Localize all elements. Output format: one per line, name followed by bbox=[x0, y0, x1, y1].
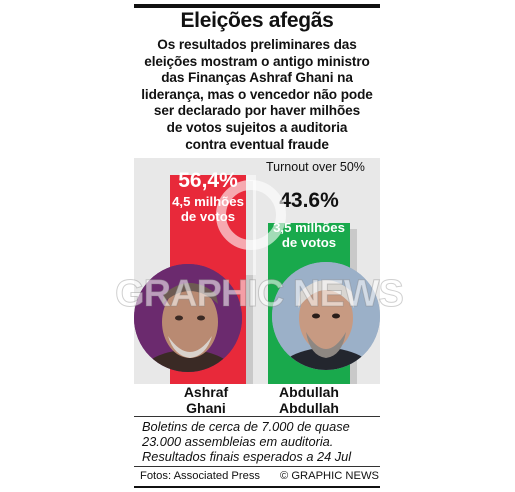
footer-rule bbox=[134, 466, 380, 467]
subtitle-line: das Finanças Ashraf Ghani na bbox=[161, 70, 353, 86]
votes-line: 3,5 milhões bbox=[273, 220, 345, 235]
subtitle-line: liderança, mas o vencedor não pode bbox=[141, 86, 373, 102]
bar-shadow-ghani bbox=[246, 181, 253, 384]
chart-title: Eleições afegãs bbox=[180, 9, 334, 32]
audit-note: Boletins de cerca de 7.000 de quase 23.0… bbox=[142, 419, 380, 464]
votes-label-abdullah: 3,5 milhões de votos bbox=[262, 220, 356, 250]
portrait-abdullah bbox=[272, 262, 380, 370]
subtitle-line: ser declarado por haver milhões bbox=[153, 103, 361, 119]
name-line: Abdullah bbox=[279, 400, 339, 416]
candidate-name-abdullah: Abdullah Abdullah bbox=[262, 384, 356, 416]
subtitle-line: contra eventual fraude bbox=[185, 136, 329, 152]
agency-credit: © GRAPHIC NEWS bbox=[280, 470, 379, 482]
chart-subtitle: Os resultados preliminares das eleições … bbox=[134, 37, 380, 153]
bottom-rule bbox=[134, 486, 380, 488]
subtitle-line: Os resultados preliminares das bbox=[157, 37, 357, 52]
note-line: 23.000 assembleias em auditoria. bbox=[142, 434, 334, 449]
pct-label-ghani: 56,4% bbox=[178, 169, 238, 192]
subtitle-line: eleições mostram o antigo ministro bbox=[144, 53, 370, 69]
name-line: Ghani bbox=[186, 400, 226, 416]
top-rule bbox=[134, 4, 380, 8]
note-line: Boletins de cerca de 7.000 de quase bbox=[142, 419, 350, 434]
note-top-rule bbox=[134, 416, 380, 417]
name-line: Abdullah bbox=[279, 384, 339, 400]
candidate-name-ghani: Ashraf Ghani bbox=[168, 384, 244, 416]
name-line: Ashraf bbox=[183, 384, 229, 400]
turnout-label: Turnout over 50% bbox=[266, 160, 365, 174]
photo-credit: Fotos: Associated Press bbox=[140, 470, 261, 482]
note-line: Resultados finais esperados a 24 Jul bbox=[142, 449, 352, 464]
watermark-logo-icon bbox=[216, 175, 286, 275]
pct-label-abdullah: 43.6% bbox=[279, 189, 339, 212]
votes-line: de votos bbox=[281, 235, 337, 250]
watermark-text: GRAPHIC NEWS bbox=[115, 273, 405, 315]
subtitle-line: de votos sujeitos a auditoria bbox=[166, 119, 348, 135]
